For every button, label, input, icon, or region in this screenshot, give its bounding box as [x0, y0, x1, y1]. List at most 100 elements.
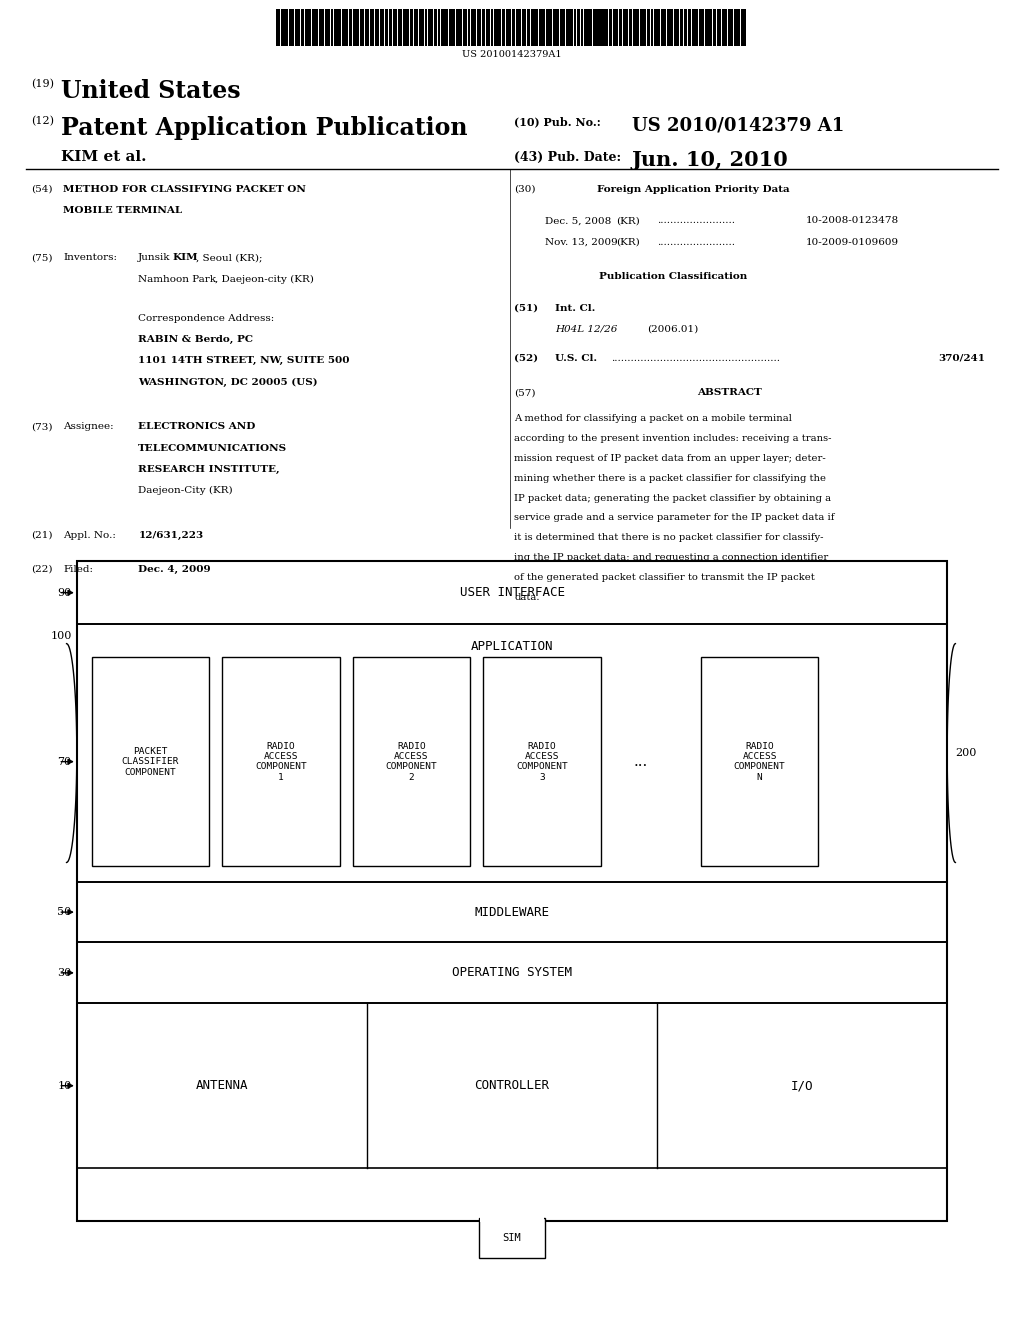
Text: mission request of IP packet data from an upper layer; deter-: mission request of IP packet data from a…: [514, 454, 825, 463]
Text: according to the present invention includes: receiving a trans-: according to the present invention inclu…: [514, 434, 831, 444]
Text: A method for classifying a packet on a mobile terminal: A method for classifying a packet on a m…: [514, 414, 792, 424]
Text: (43) Pub. Date:: (43) Pub. Date:: [514, 150, 622, 164]
Text: RADIO
ACCESS
COMPONENT
N: RADIO ACCESS COMPONENT N: [734, 742, 785, 781]
Bar: [479, 1214, 545, 1222]
Text: US 2010/0142379 A1: US 2010/0142379 A1: [632, 116, 844, 135]
Text: Daejeon-City (KR): Daejeon-City (KR): [138, 486, 232, 495]
Text: USER INTERFACE: USER INTERFACE: [460, 586, 564, 599]
Text: RESEARCH INSTITUTE,: RESEARCH INSTITUTE,: [138, 465, 280, 474]
Text: ANTENNA: ANTENNA: [196, 1080, 248, 1092]
Text: (52): (52): [514, 354, 539, 363]
Bar: [485, 9, 490, 46]
Bar: [276, 9, 281, 46]
Bar: [700, 657, 818, 866]
Bar: [222, 657, 340, 866]
Text: Dec. 4, 2009: Dec. 4, 2009: [138, 565, 211, 574]
Text: ABSTRACT: ABSTRACT: [696, 388, 762, 397]
Bar: [311, 9, 317, 46]
Bar: [734, 9, 740, 46]
Bar: [308, 9, 310, 46]
Text: (75): (75): [31, 253, 52, 263]
Bar: [457, 9, 462, 46]
Text: METHOD FOR CLASSIFYING PACKET ON: METHOD FOR CLASSIFYING PACKET ON: [63, 185, 306, 194]
Bar: [375, 9, 379, 46]
Bar: [609, 9, 612, 46]
Bar: [305, 9, 307, 46]
Bar: [506, 9, 511, 46]
Bar: [699, 9, 703, 46]
Text: RADIO
ACCESS
COMPONENT
3: RADIO ACCESS COMPONENT 3: [516, 742, 568, 781]
Bar: [584, 9, 588, 46]
Text: ...: ...: [634, 755, 648, 768]
Text: Publication Classification: Publication Classification: [599, 272, 746, 281]
Text: CONTROLLER: CONTROLLER: [474, 1080, 550, 1092]
Bar: [385, 9, 388, 46]
Text: MIDDLEWARE: MIDDLEWARE: [474, 906, 550, 919]
Text: (73): (73): [31, 422, 52, 432]
Text: of the generated packet classifier to transmit the IP packet: of the generated packet classifier to tr…: [514, 573, 815, 582]
Text: RABIN & Berdo, PC: RABIN & Berdo, PC: [138, 335, 253, 345]
Bar: [325, 9, 330, 46]
Bar: [77, 624, 947, 882]
Bar: [77, 882, 947, 942]
Text: 200: 200: [955, 748, 977, 758]
Bar: [512, 9, 515, 46]
Bar: [438, 9, 440, 46]
Text: Int. Cl.: Int. Cl.: [555, 304, 595, 313]
Text: I/O: I/O: [791, 1080, 813, 1092]
Bar: [566, 9, 572, 46]
Bar: [295, 9, 300, 46]
Text: (22): (22): [31, 565, 52, 574]
Text: 30: 30: [57, 968, 72, 978]
Text: Namhoon Park: Namhoon Park: [138, 275, 216, 284]
Bar: [331, 9, 333, 46]
Bar: [647, 9, 650, 46]
Bar: [692, 9, 698, 46]
Bar: [365, 9, 370, 46]
Text: (19): (19): [31, 79, 53, 90]
Bar: [419, 9, 424, 46]
Bar: [425, 9, 427, 46]
Text: RADIO
ACCESS
COMPONENT
1: RADIO ACCESS COMPONENT 1: [255, 742, 307, 781]
Bar: [531, 9, 538, 46]
Bar: [482, 9, 484, 46]
Text: 10: 10: [57, 1081, 72, 1090]
Bar: [449, 9, 456, 46]
Text: (KR): (KR): [616, 216, 640, 226]
Text: (KR): (KR): [616, 238, 640, 247]
Bar: [289, 9, 294, 46]
Text: Dec. 5, 2008: Dec. 5, 2008: [545, 216, 611, 226]
Text: (57): (57): [514, 388, 536, 397]
Bar: [91, 657, 209, 866]
Text: mining whether there is a packet classifier for classifying the: mining whether there is a packet classif…: [514, 474, 826, 483]
Text: Foreign Application Priority Data: Foreign Application Priority Data: [597, 185, 790, 194]
Bar: [654, 9, 659, 46]
Text: SIM: SIM: [503, 1233, 521, 1243]
Bar: [713, 9, 716, 46]
Bar: [477, 9, 481, 46]
Bar: [410, 9, 413, 46]
Text: 70: 70: [57, 756, 72, 767]
Text: IP packet data; generating the packet classifier by obtaining a: IP packet data; generating the packet cl…: [514, 494, 831, 503]
Text: (51): (51): [514, 304, 539, 313]
Bar: [414, 9, 419, 46]
Bar: [668, 9, 673, 46]
Text: Correspondence Address:: Correspondence Address:: [138, 314, 274, 323]
Bar: [527, 9, 530, 46]
Bar: [483, 657, 601, 866]
Text: 1101 14TH STREET, NW, SUITE 500: 1101 14TH STREET, NW, SUITE 500: [138, 356, 350, 366]
Text: ........................: ........................: [657, 216, 735, 226]
Bar: [573, 9, 577, 46]
Bar: [77, 942, 947, 1003]
Bar: [77, 561, 947, 1221]
Text: 10-2008-0123478: 10-2008-0123478: [806, 216, 899, 226]
Bar: [728, 9, 733, 46]
Text: 100: 100: [50, 631, 72, 642]
Text: (10) Pub. No.:: (10) Pub. No.:: [514, 116, 601, 127]
Bar: [640, 9, 646, 46]
Bar: [393, 9, 397, 46]
Text: ELECTRONICS AND: ELECTRONICS AND: [138, 422, 256, 432]
Text: Appl. No.:: Appl. No.:: [63, 531, 117, 540]
Text: H04L 12/26: H04L 12/26: [555, 325, 617, 334]
Text: 50: 50: [57, 907, 72, 917]
